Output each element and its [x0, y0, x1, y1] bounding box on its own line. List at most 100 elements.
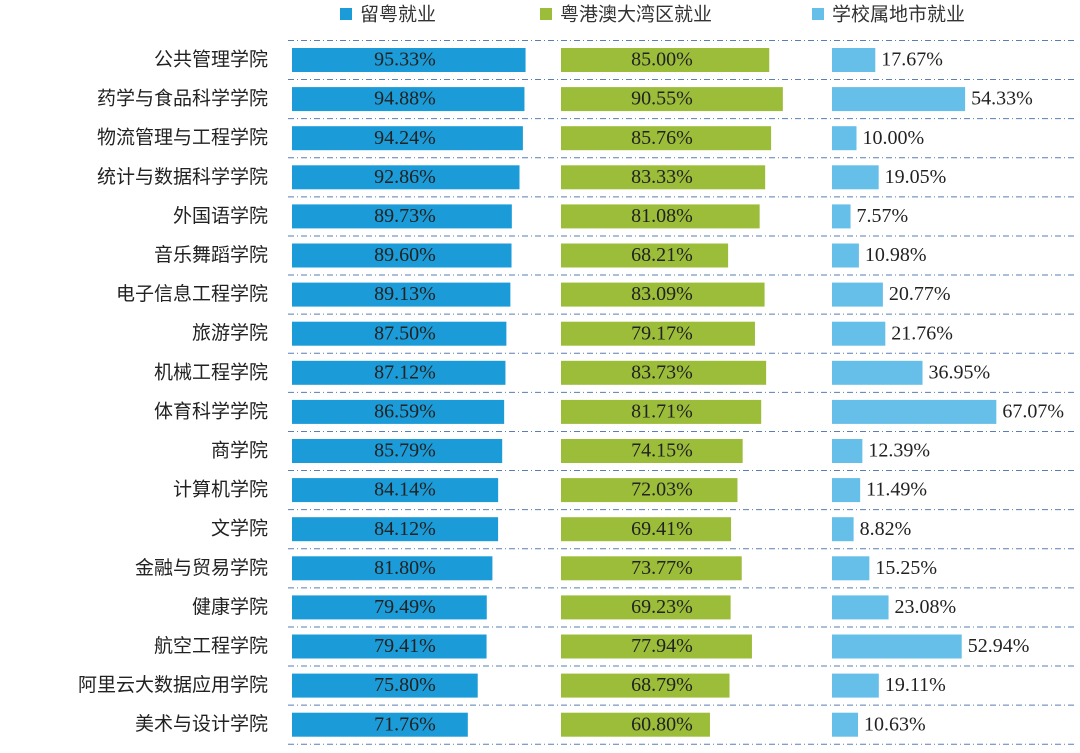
- bar: [292, 399, 505, 424]
- bar: [561, 48, 770, 72]
- bar: [832, 165, 879, 190]
- value-label: 69.41%: [631, 518, 693, 540]
- value-label: 94.88%: [374, 88, 436, 110]
- value-label: 75.80%: [374, 674, 436, 696]
- value-label: 86.59%: [374, 400, 436, 422]
- bar: [832, 634, 962, 659]
- value-label: 83.33%: [631, 166, 693, 188]
- bar: [292, 439, 503, 463]
- value-label: 85.79%: [374, 440, 436, 462]
- bar: [561, 439, 743, 463]
- bar: [832, 321, 886, 346]
- category-label: 商学院: [211, 440, 268, 462]
- category-label: 金融与贸易学院: [135, 557, 268, 579]
- legend-swatch: [340, 8, 352, 20]
- bar: [561, 399, 762, 424]
- value-label: 81.80%: [374, 557, 436, 579]
- category-label: 统计与数据科学学院: [97, 166, 268, 188]
- value-label: 77.94%: [631, 635, 693, 657]
- value-label: 92.86%: [374, 166, 436, 188]
- bar: [561, 634, 752, 659]
- category-label: 音乐舞蹈学院: [154, 244, 268, 266]
- bar: [561, 204, 760, 229]
- category-label: 旅游学院: [192, 322, 268, 344]
- category-label: 体育科学学院: [154, 400, 268, 422]
- bar: [292, 165, 520, 190]
- bar: [292, 360, 506, 385]
- value-label: 20.77%: [889, 283, 951, 305]
- bar: [561, 321, 755, 346]
- category-label: 美术与设计学院: [135, 713, 268, 735]
- bar: [561, 478, 738, 503]
- value-label: 74.15%: [631, 440, 693, 462]
- bar: [832, 204, 851, 229]
- value-label: 81.08%: [631, 205, 693, 227]
- bar: [832, 517, 854, 542]
- category-label: 计算机学院: [173, 479, 268, 501]
- bar: [832, 556, 870, 581]
- bar: [832, 282, 883, 307]
- legend-label: 学校属地市就业: [832, 4, 965, 26]
- category-label: 药学与食品科学学院: [97, 88, 268, 110]
- value-label: 10.63%: [864, 713, 926, 735]
- value-label: 84.14%: [374, 479, 436, 501]
- value-label: 68.21%: [631, 244, 693, 266]
- value-label: 36.95%: [929, 361, 991, 383]
- value-label: 67.07%: [1002, 400, 1064, 422]
- value-label: 54.33%: [971, 88, 1033, 110]
- bar: [292, 87, 525, 112]
- bar: [832, 399, 997, 424]
- bar: [292, 556, 493, 581]
- value-label: 19.05%: [885, 166, 947, 188]
- value-label: 89.60%: [374, 244, 436, 266]
- bar: [292, 48, 526, 72]
- value-label: 89.13%: [374, 283, 436, 305]
- bar: [832, 478, 861, 503]
- value-label: 79.41%: [374, 635, 436, 657]
- bar: [561, 243, 729, 268]
- legend-label: 留粤就业: [360, 4, 436, 26]
- bar: [561, 595, 731, 620]
- value-label: 79.49%: [374, 596, 436, 618]
- bar: [292, 712, 468, 737]
- bar: [561, 712, 710, 737]
- value-label: 52.94%: [968, 635, 1030, 657]
- bar: [561, 673, 730, 698]
- bar: [832, 126, 857, 151]
- value-label: 79.17%: [631, 322, 693, 344]
- value-label: 81.71%: [631, 400, 693, 422]
- category-label: 阿里云大数据应用学院: [78, 674, 268, 696]
- bar: [292, 321, 507, 346]
- value-label: 71.76%: [374, 713, 436, 735]
- legend-swatch: [540, 8, 552, 20]
- value-label: 23.08%: [895, 596, 957, 618]
- value-label: 83.73%: [631, 361, 693, 383]
- bar: [832, 439, 863, 463]
- bar: [832, 595, 889, 620]
- value-label: 87.12%: [374, 361, 436, 383]
- bar: [561, 556, 742, 581]
- category-label: 物流管理与工程学院: [97, 127, 268, 149]
- value-label: 85.76%: [631, 127, 693, 149]
- bar: [832, 48, 876, 72]
- value-label: 95.33%: [374, 49, 436, 71]
- bar: [292, 517, 499, 542]
- value-label: 69.23%: [631, 596, 693, 618]
- bar: [292, 673, 478, 698]
- value-label: 84.12%: [374, 518, 436, 540]
- category-label: 外国语学院: [173, 205, 268, 227]
- category-label: 电子信息工程学院: [116, 283, 268, 305]
- bar: [561, 165, 766, 190]
- value-label: 83.09%: [631, 283, 693, 305]
- bar: [292, 595, 487, 620]
- category-label: 机械工程学院: [154, 361, 268, 383]
- value-label: 90.55%: [631, 88, 693, 110]
- bar: [832, 87, 966, 112]
- value-label: 60.80%: [631, 713, 693, 735]
- bar: [292, 634, 487, 659]
- bar: [832, 360, 923, 385]
- bar: [561, 360, 767, 385]
- value-label: 11.49%: [866, 479, 927, 501]
- value-label: 89.73%: [374, 205, 436, 227]
- category-label: 健康学院: [192, 596, 268, 618]
